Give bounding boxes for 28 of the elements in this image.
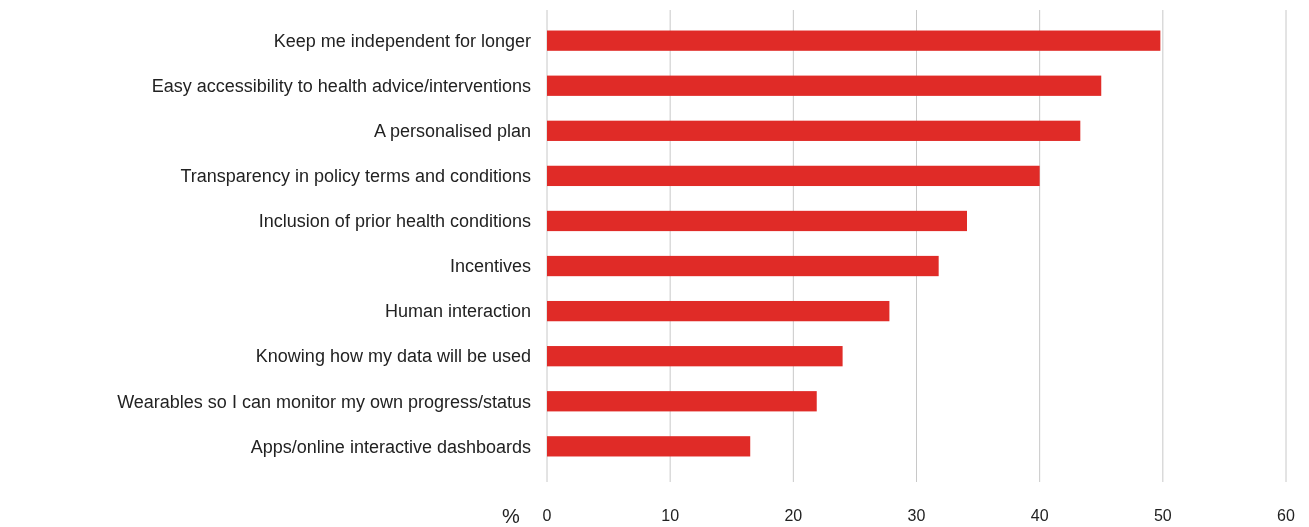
x-tick-label: 0 <box>542 507 552 524</box>
y-tick-label: Wearables so I can monitor my own progress/status <box>117 391 531 412</box>
y-tick-label: Apps/online interactive dashboards <box>250 436 531 457</box>
bar <box>547 165 1040 187</box>
y-tick-label: Inclusion of prior health conditions <box>258 211 531 232</box>
x-tick-label: 10 <box>661 507 680 524</box>
y-tick-label: A personalised plan <box>373 121 531 142</box>
bar <box>547 75 1102 96</box>
y-tick-label: Knowing how my data will be used <box>255 346 531 367</box>
y-tick-label: Easy accessibility to health advice/interventions <box>151 76 531 97</box>
x-tick-label: 30 <box>907 507 926 524</box>
y-tick-label: Human interaction <box>384 301 531 322</box>
bar <box>547 391 817 412</box>
y-tick-label: Incentives <box>449 256 531 277</box>
x-tick-label: 50 <box>1153 507 1172 524</box>
y-tick-label: Transparency in policy terms and conditions <box>180 166 531 187</box>
x-tick-label: 20 <box>784 507 803 524</box>
bar <box>547 346 843 367</box>
bar <box>547 255 939 277</box>
bar <box>547 436 751 457</box>
x-tick-label: 40 <box>1030 507 1049 524</box>
y-tick-label: Keep me independent for longer <box>273 30 531 51</box>
bar <box>547 210 967 232</box>
bar <box>547 120 1081 141</box>
bar <box>547 300 890 322</box>
x-axis-title: % <box>502 505 521 527</box>
bar <box>547 30 1161 51</box>
x-tick-label: 60 <box>1277 507 1295 524</box>
